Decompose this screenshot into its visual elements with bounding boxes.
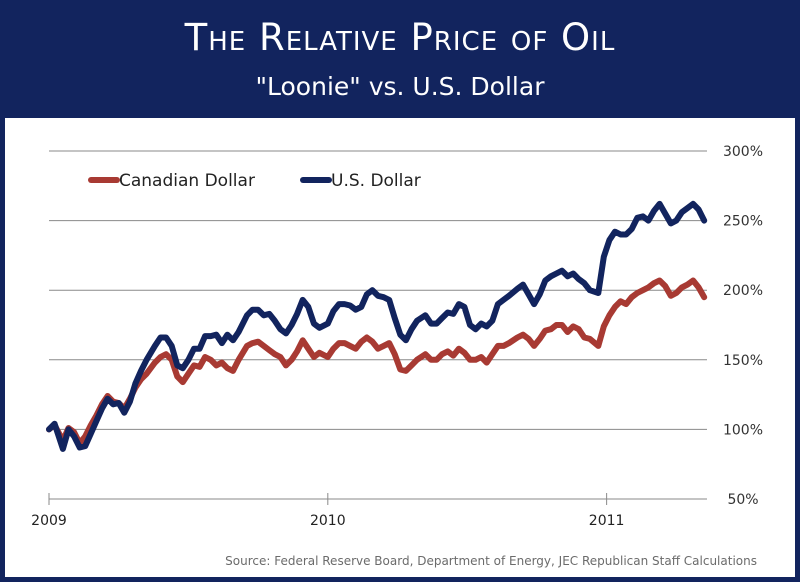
line-chart: 50% 100% 150% 200% 250% 300% 2009 2010 2011 Canad… xyxy=(31,144,763,529)
y-tick-label: 50% xyxy=(727,492,758,508)
series-line xyxy=(46,277,708,447)
header: The Relative Price of Oil "Loonie" vs. U… xyxy=(0,0,800,118)
y-tick-label: 200% xyxy=(723,283,763,299)
chart-panel: 50% 100% 150% 200% 250% 300% 2009 2010 2011 Canad… xyxy=(5,118,795,577)
y-tick-label: 300% xyxy=(723,144,763,160)
x-tick-label: 2009 xyxy=(31,513,67,529)
y-tick-label: 250% xyxy=(723,214,763,230)
legend-label: U.S. Dollar xyxy=(331,171,421,191)
chart-title: The Relative Price of Oil xyxy=(184,16,616,59)
y-tick-label: 150% xyxy=(723,353,763,369)
series-line xyxy=(46,200,708,452)
x-tick-label: 2011 xyxy=(589,513,625,529)
x-tick-label: 2010 xyxy=(310,513,346,529)
chart-subtitle: "Loonie" vs. U.S. Dollar xyxy=(255,72,545,101)
source-note: Source: Federal Reserve Board, Departmen… xyxy=(225,554,757,568)
legend-label: Canadian Dollar xyxy=(119,171,255,191)
y-tick-label: 100% xyxy=(723,422,763,438)
